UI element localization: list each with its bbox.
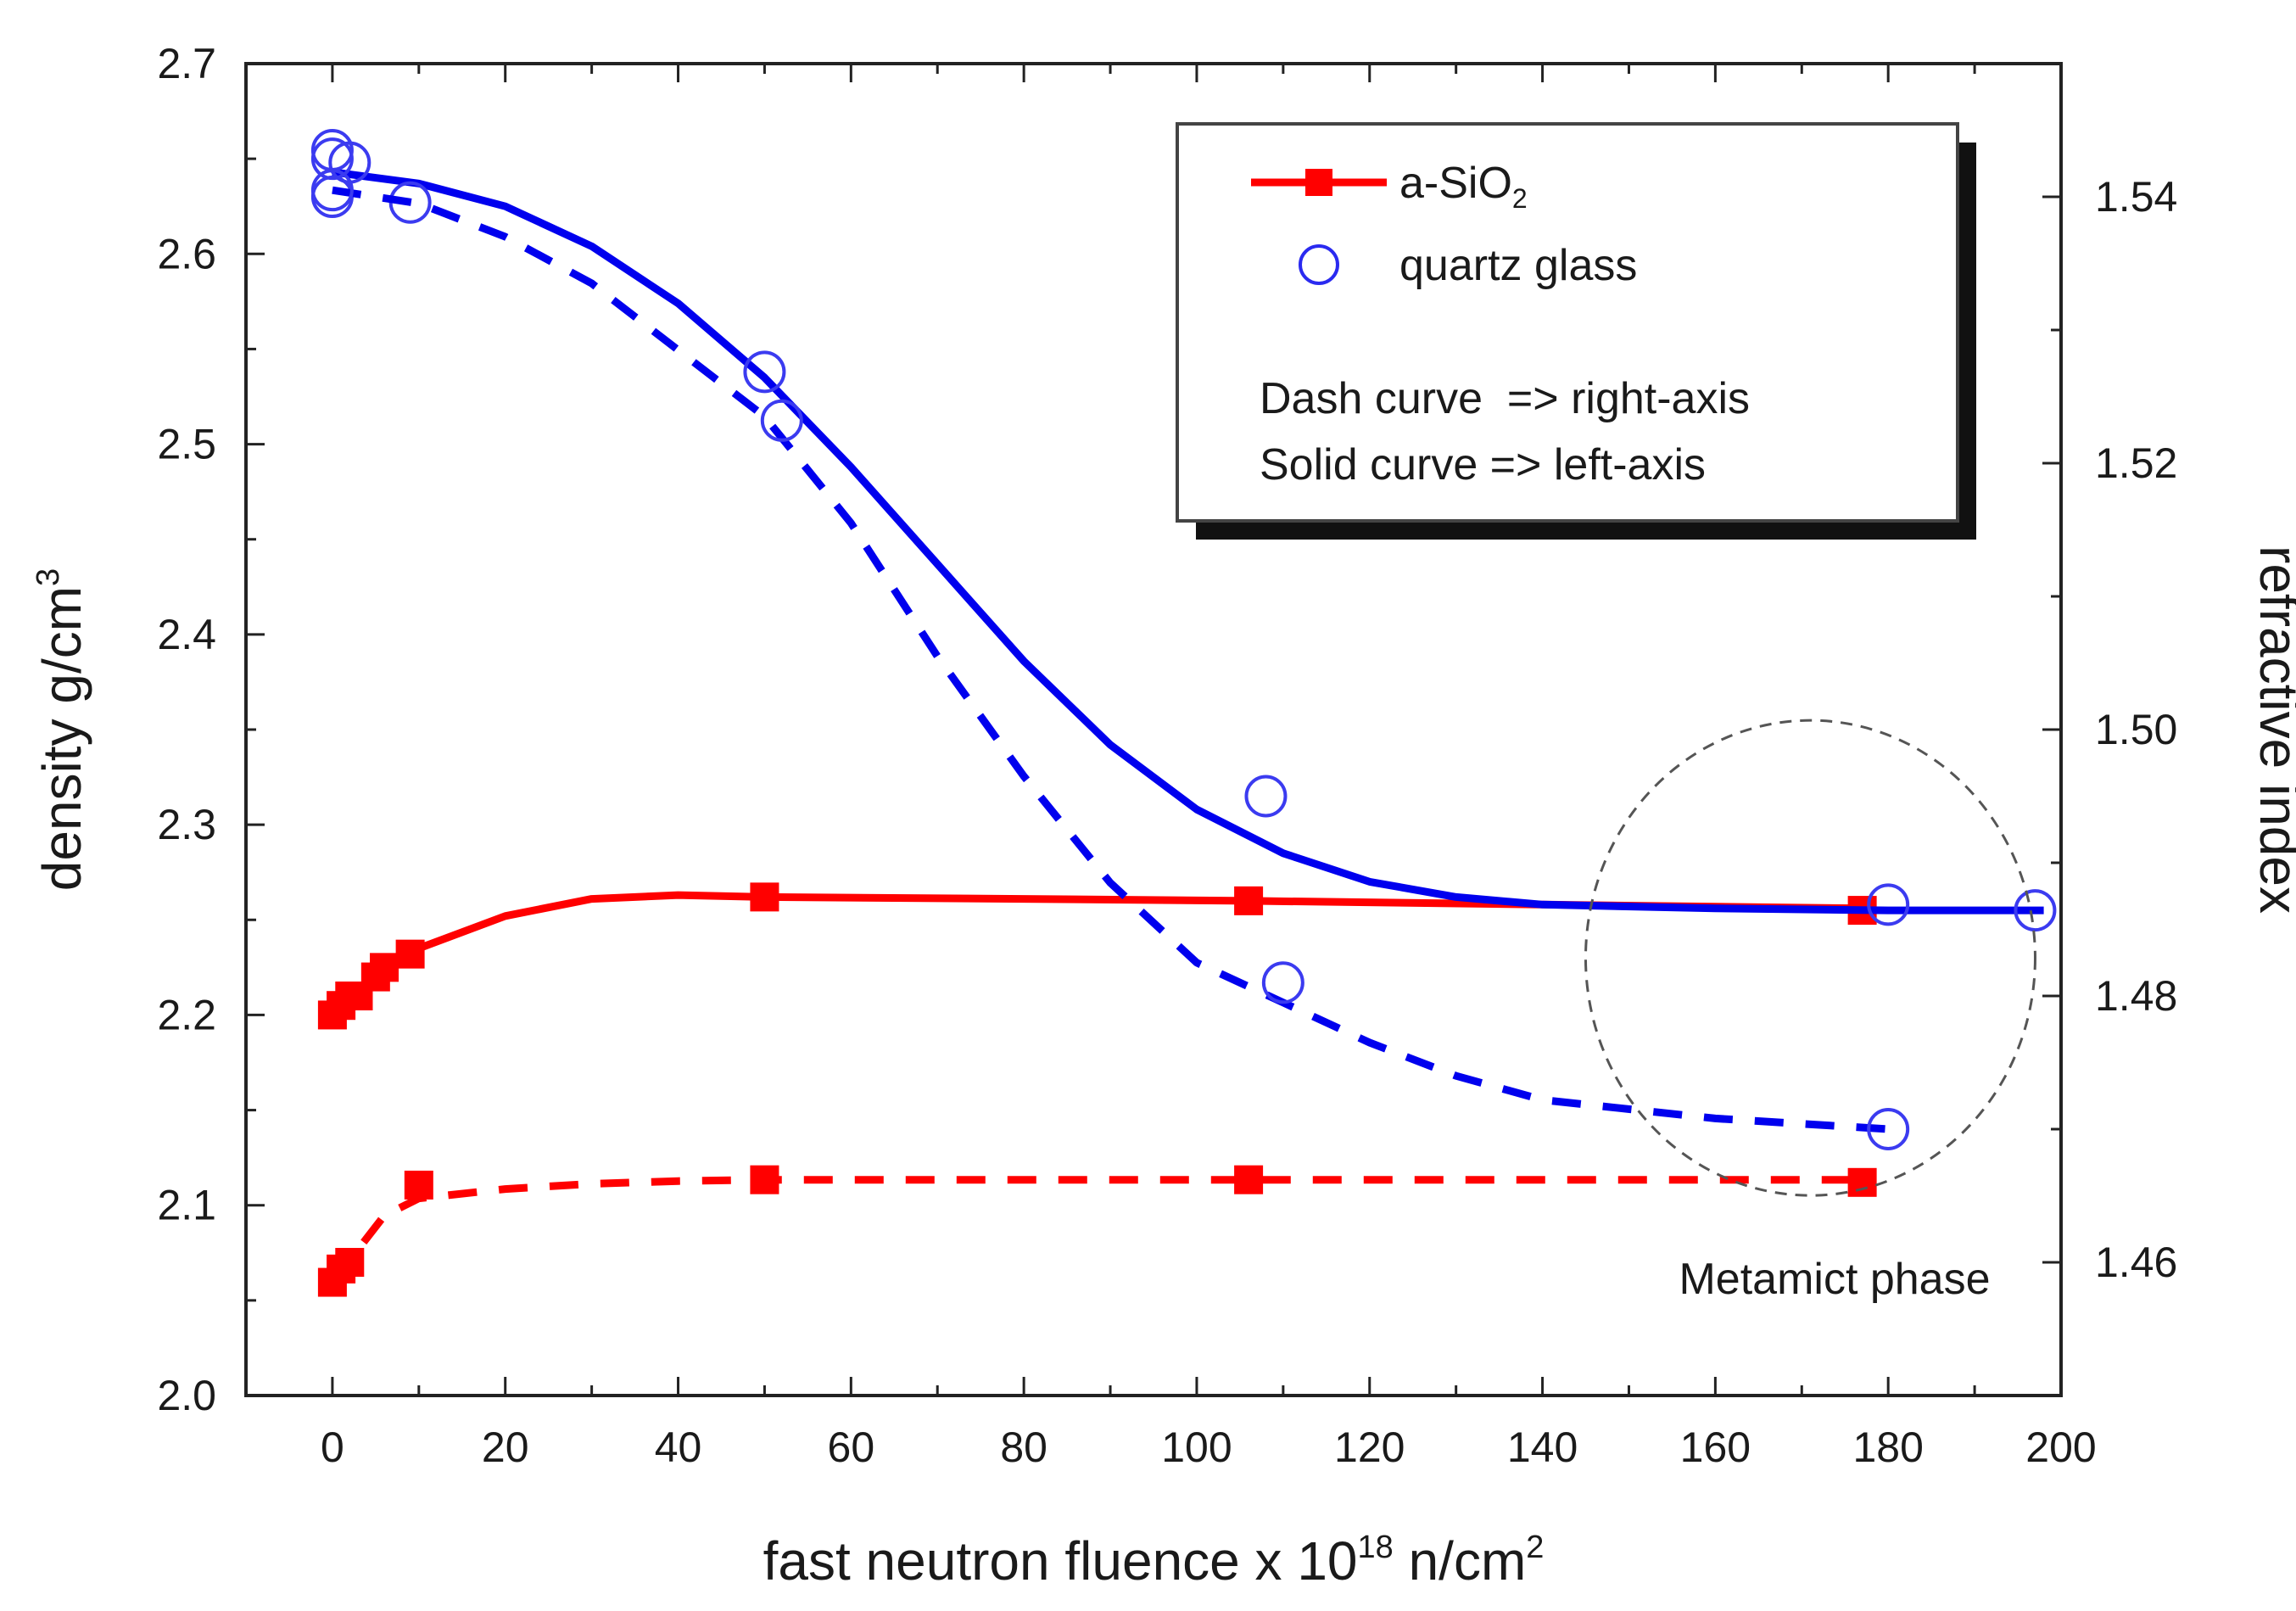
data-point-circle	[310, 129, 354, 172]
data-point-square	[395, 939, 425, 969]
right-y-axis-title: refractive index	[2249, 545, 2296, 914]
x-axis-title: fast neutron fluence x 1018 n/cm2	[763, 1530, 1545, 1591]
tick-marks	[244, 62, 2063, 1397]
legend-label-a-sio2: a-SiO2	[1399, 159, 1528, 214]
legend-marker-quartz-glass	[1299, 244, 1339, 285]
data-point-circle	[2014, 889, 2057, 932]
metamict-phase-label: Metamict phase	[1679, 1255, 1990, 1304]
data-point-circle	[1867, 1108, 1910, 1150]
right-y-tick-label: 1.50	[2095, 706, 2177, 753]
left-y-tick-label: 2.2	[157, 991, 216, 1038]
right-y-tick-label: 1.48	[2095, 972, 2177, 1020]
series-line-1	[329, 1176, 1863, 1285]
right-y-tick-label: 1.46	[2095, 1239, 2177, 1286]
legend: a-SiO2 quartz glass Dash curve => right-…	[1176, 122, 1976, 540]
left-y-tick-label: 2.4	[157, 611, 216, 658]
left-y-tick-label: 2.5	[157, 421, 216, 468]
x-tick-label: 180	[1852, 1424, 1923, 1471]
legend-marker-a-sio2	[1305, 169, 1332, 196]
legend-note-solid: Solid curve => left-axis	[1260, 440, 1706, 489]
data-point-square	[1847, 1167, 1877, 1197]
series-line-3	[332, 186, 1889, 1133]
right-y-tick-label: 1.54	[2095, 173, 2177, 221]
left-y-axis-title: density g/cm3	[31, 568, 92, 891]
left-y-tick-label: 2.6	[157, 230, 216, 277]
legend-label-quartz-glass: quartz glass	[1399, 241, 1637, 290]
data-point-square	[750, 1165, 779, 1194]
data-point-square	[1234, 1165, 1264, 1194]
data-point-circle	[1244, 775, 1288, 818]
data-point-circle	[1867, 883, 1910, 926]
tick-labels: 0 20 40 60 80 100 120 140 160 180 200 2.0 2.1 2.2 2.3 2…	[157, 40, 2177, 1471]
x-tick-label: 20	[482, 1424, 529, 1471]
series-line-2	[332, 168, 2044, 915]
x-tick-label: 100	[1161, 1424, 1232, 1471]
data-point-circle	[310, 169, 354, 212]
data-point-circle	[743, 350, 786, 394]
x-tick-label: 80	[1000, 1424, 1047, 1471]
annotation-layer: Metamict phase	[1584, 719, 2036, 1304]
data-point-circle	[760, 399, 803, 442]
right-y-tick-label: 1.52	[2095, 439, 2177, 487]
x-tick-label: 0	[321, 1424, 344, 1471]
series-line-0	[329, 891, 1863, 1018]
data-point-square	[1234, 886, 1264, 915]
x-tick-label: 40	[655, 1424, 702, 1471]
metamict-phase-region	[1584, 719, 2036, 1197]
data-point-square	[750, 882, 779, 912]
data-point-square	[404, 1170, 433, 1200]
left-y-tick-label: 2.7	[157, 40, 216, 87]
left-y-tick-label: 2.1	[157, 1182, 216, 1229]
left-y-tick-label: 2.0	[157, 1372, 216, 1419]
x-tick-label: 140	[1507, 1424, 1578, 1471]
data-point-circle	[1261, 961, 1304, 1004]
x-tick-label: 60	[828, 1424, 875, 1471]
legend-note-dash: Dash curve => right-axis	[1260, 374, 1750, 423]
left-y-tick-label: 2.3	[157, 801, 216, 848]
data-point-square	[370, 953, 399, 982]
x-tick-label: 120	[1334, 1424, 1405, 1471]
x-tick-label: 200	[2025, 1424, 2096, 1471]
series-layer	[310, 129, 2057, 1297]
data-point-square	[335, 1248, 365, 1277]
x-tick-label: 160	[1680, 1424, 1751, 1471]
